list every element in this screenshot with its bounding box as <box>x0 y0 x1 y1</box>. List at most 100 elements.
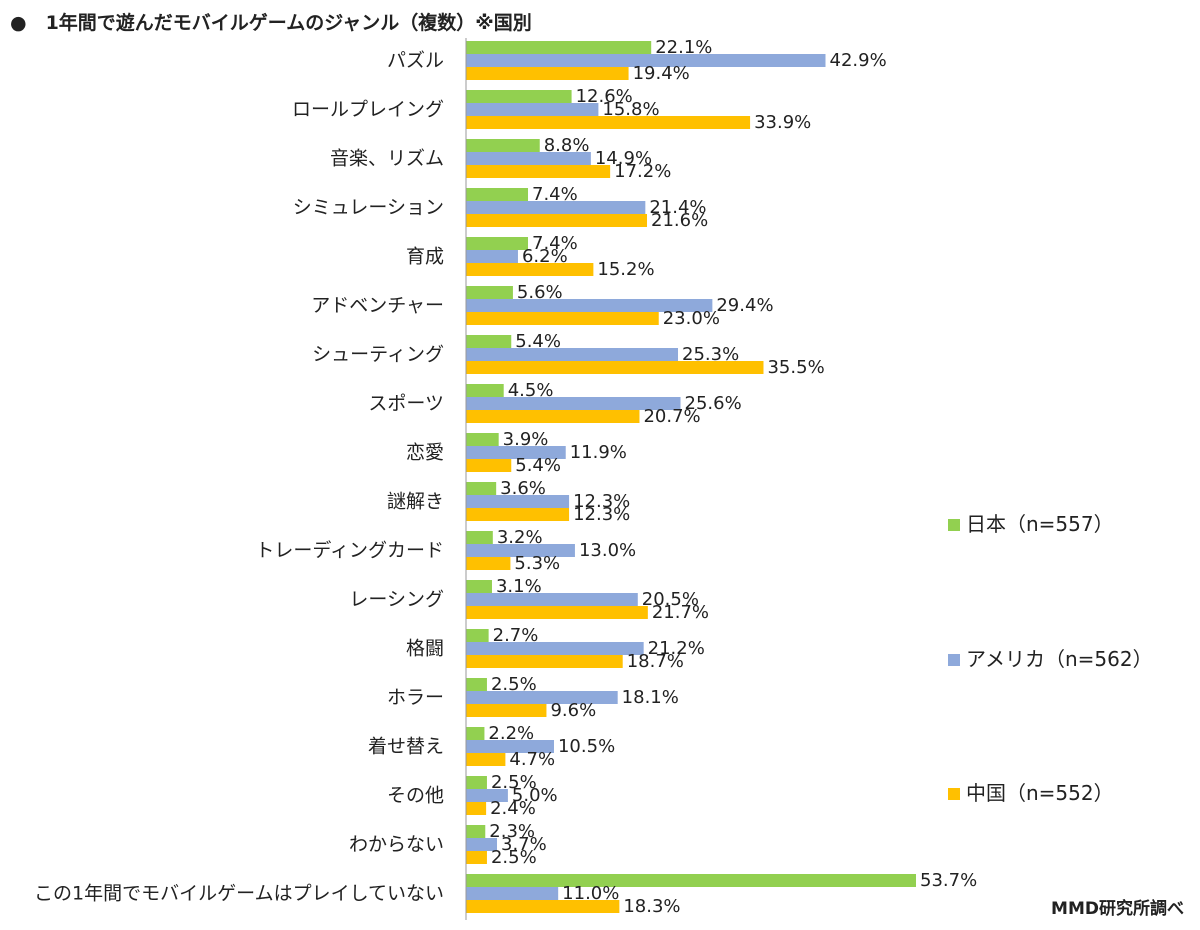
bar <box>466 727 485 740</box>
category-label: スポーツ <box>368 393 444 415</box>
bar <box>466 629 489 642</box>
category-label: 謎解き <box>387 491 444 513</box>
data-label: 21.7% <box>652 602 709 623</box>
data-label: 5.4% <box>515 331 561 352</box>
legend-label: 中国（n=552） <box>966 781 1114 805</box>
data-label: 18.1% <box>622 687 679 708</box>
bar <box>466 851 487 864</box>
category-label: レーシング <box>349 589 444 611</box>
category-label: わからない <box>349 834 444 856</box>
legend-label: 日本（n=557） <box>966 512 1114 536</box>
bar <box>466 54 826 67</box>
data-label: 2.5% <box>491 772 537 793</box>
category-label: 格闘 <box>406 638 444 660</box>
bar <box>466 655 623 668</box>
bar <box>466 789 508 802</box>
data-label: 2.2% <box>488 723 534 744</box>
data-label: 18.7% <box>627 651 684 672</box>
data-label: 5.0% <box>512 785 558 806</box>
category-label: シミュレーション <box>293 197 444 219</box>
category-label: 着せ替え <box>368 736 444 758</box>
bar <box>466 508 570 521</box>
data-label: 10.5% <box>558 736 615 757</box>
category-label: 音楽、リズム <box>330 148 444 170</box>
data-label: 11.9% <box>570 442 627 463</box>
legend: 日本（n=557） アメリカ（n=562） 中国（n=552） <box>948 512 1153 805</box>
data-label: 12.6% <box>576 86 633 107</box>
bar <box>466 482 497 495</box>
data-label: 3.9% <box>503 429 549 450</box>
data-label: 8.8% <box>544 135 590 156</box>
data-label: 25.6% <box>685 393 742 414</box>
category-label: 育成 <box>406 246 444 268</box>
bars-group <box>466 41 917 913</box>
bar <box>466 678 487 691</box>
data-label: 2.5% <box>491 847 537 868</box>
category-label: アドベンチャー <box>311 295 444 317</box>
category-label: 恋愛 <box>406 442 444 464</box>
bar <box>466 495 570 508</box>
data-label: 23.0% <box>663 308 720 329</box>
bar <box>466 286 513 299</box>
data-label: 18.3% <box>623 896 680 917</box>
category-label: ロールプレイング <box>292 99 444 121</box>
data-label: 14.9% <box>595 148 652 169</box>
data-label: 2.7% <box>493 625 539 646</box>
data-label: 2.3% <box>489 821 535 842</box>
bar <box>466 433 499 446</box>
data-label: 7.4% <box>532 233 578 254</box>
category-label: ホラー <box>387 687 444 709</box>
data-label: 15.2% <box>597 259 654 280</box>
category-label: この1年間でモバイルゲームはプレイしていない <box>34 883 444 905</box>
data-label: 33.9% <box>754 112 811 133</box>
chart-title: ● 1年間で遊んだモバイルゲームのジャンル（複数）※国別 <box>10 12 532 34</box>
data-label: 19.4% <box>633 63 690 84</box>
bar <box>466 776 487 789</box>
bar <box>466 139 540 152</box>
data-label: 21.2% <box>648 638 705 659</box>
data-label: 15.8% <box>602 99 659 120</box>
bar <box>466 544 575 557</box>
data-label: 3.1% <box>496 576 542 597</box>
data-label: 6.2% <box>522 246 568 267</box>
bar <box>466 446 566 459</box>
data-label: 11.0% <box>562 883 619 904</box>
data-label: 53.7% <box>920 870 977 891</box>
bar <box>466 250 518 263</box>
bar <box>466 753 506 766</box>
bar <box>466 335 512 348</box>
data-label: 21.6% <box>651 210 708 231</box>
bar <box>466 67 629 80</box>
data-label: 4.5% <box>508 380 554 401</box>
bar <box>466 103 599 116</box>
bar <box>466 397 681 410</box>
bar <box>466 593 638 606</box>
category-label: パズル <box>387 50 444 72</box>
bar <box>466 642 644 655</box>
data-label: 2.5% <box>491 674 537 695</box>
data-label: 22.1% <box>655 37 712 58</box>
data-label: 4.7% <box>509 749 555 770</box>
bar <box>466 348 679 361</box>
legend-swatch <box>948 654 960 666</box>
source-credit: MMD研究所調べ <box>1051 899 1184 919</box>
bar <box>466 900 620 913</box>
legend-swatch <box>948 519 960 531</box>
bar <box>466 410 640 423</box>
data-label: 5.4% <box>515 455 561 476</box>
bar <box>466 237 529 250</box>
bar <box>466 90 572 103</box>
bar <box>466 201 646 214</box>
bar <box>466 531 493 544</box>
data-label: 21.4% <box>649 197 706 218</box>
bar <box>466 188 529 201</box>
bar <box>466 152 591 165</box>
data-label: 25.3% <box>682 344 739 365</box>
data-label: 42.9% <box>830 50 887 71</box>
labels-group: パズル 22.1% 42.9% 19.4% ロールプレイング 12.6%15.8% 33.9… <box>34 37 977 917</box>
category-label: その他 <box>387 785 444 807</box>
bar <box>466 874 917 887</box>
bar <box>466 740 554 753</box>
bar <box>466 838 498 851</box>
data-label: 12.3% <box>573 504 630 525</box>
